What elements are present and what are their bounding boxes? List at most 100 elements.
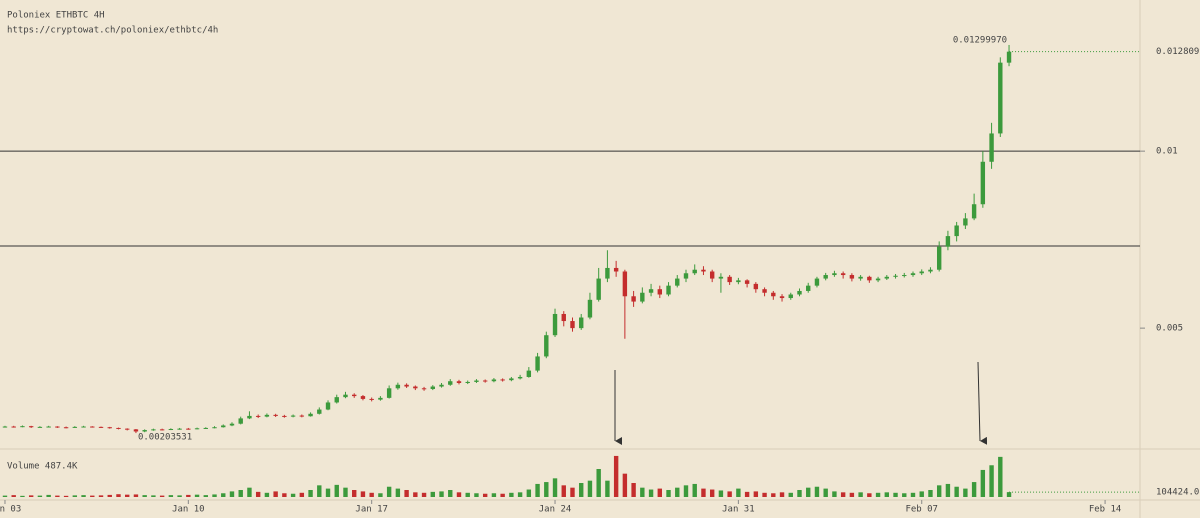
volume-bar (63, 495, 69, 497)
volume-bar (491, 493, 497, 497)
volume-bar (116, 494, 121, 497)
volume-bar (517, 492, 523, 497)
volume-bar (840, 492, 846, 497)
candle-body (194, 428, 200, 430)
volume-bar (386, 486, 392, 497)
volume-bar (910, 492, 916, 497)
candle-body (448, 381, 453, 385)
x-tick-label: Jan 24 (539, 505, 572, 515)
candle-body (552, 313, 558, 336)
volume-bar (561, 485, 566, 497)
volume-bar (465, 492, 470, 497)
volume-bar (884, 492, 890, 497)
volume-bar (701, 488, 706, 497)
volume-bar (945, 483, 951, 497)
volume-bar (648, 489, 654, 497)
candle-body (203, 427, 208, 429)
volume-bar (369, 492, 374, 497)
volume-bar (771, 493, 776, 497)
volume-bar (797, 490, 802, 497)
volume-bar (867, 493, 872, 497)
candle-body (255, 415, 261, 417)
candle-body (125, 428, 130, 430)
candle-body (238, 418, 243, 424)
volume-bar (526, 489, 532, 497)
volume-bar (849, 492, 855, 497)
candle-body (613, 267, 619, 272)
candle-body (867, 276, 872, 281)
candle-body (954, 225, 959, 237)
candle-body (858, 276, 863, 279)
candle-body (212, 427, 217, 429)
candle-body (491, 379, 497, 382)
candle-body (465, 381, 470, 383)
volume-label: Volume 487.4K (7, 462, 78, 472)
volume-bar (622, 473, 628, 497)
volume-bar (806, 487, 811, 497)
candle-body (535, 356, 540, 371)
volume-bar (500, 493, 505, 497)
candle-body (386, 388, 392, 398)
candle-body (744, 280, 750, 284)
volume-bar (20, 495, 25, 497)
volume-bar (290, 493, 296, 497)
volume-bar (360, 491, 366, 497)
x-tick-label: Feb 14 (1089, 505, 1122, 515)
candle-body (90, 426, 95, 428)
candle-body (221, 425, 226, 428)
candle-body (264, 414, 270, 417)
candle-body (116, 427, 121, 429)
volume-bar (579, 483, 584, 497)
candle-body (159, 429, 165, 431)
y-tick-label: 0.01 (1156, 147, 1178, 157)
candle-body (72, 426, 78, 428)
candle-body (439, 384, 444, 387)
candle-body (832, 273, 837, 276)
candle-body (753, 283, 759, 290)
volume-bar (203, 495, 208, 497)
candle-body (718, 276, 724, 279)
x-tick-label: Jan 31 (722, 505, 755, 515)
volume-bar (46, 494, 51, 497)
volume-bar (736, 488, 741, 497)
candle-body (526, 370, 532, 377)
candle-body (2, 426, 8, 428)
volume-bar (98, 495, 104, 497)
volume-bar (832, 491, 837, 497)
volume-bar (989, 465, 994, 497)
candle-body (692, 269, 697, 274)
volume-bar (282, 493, 287, 497)
candle-body (561, 313, 566, 322)
volume-bar (666, 490, 671, 497)
candle-body (919, 271, 924, 274)
candle-body (413, 386, 418, 389)
candle-body (395, 384, 401, 389)
candle-body (762, 289, 767, 293)
candle-body (456, 381, 462, 383)
volume-bar (72, 495, 78, 497)
candle-body (28, 426, 34, 428)
candle-body (806, 285, 811, 291)
last-volume-label: 104424.08 (1156, 488, 1200, 498)
candle-body (229, 423, 235, 426)
volume-bar (936, 485, 942, 497)
candle-body (910, 273, 916, 276)
volume-bar (683, 485, 689, 497)
candle-body (107, 427, 112, 429)
candle-body (500, 379, 505, 381)
volume-bar (963, 488, 968, 497)
candle-body (325, 402, 331, 410)
volume-bar (544, 482, 549, 497)
candle-body (771, 292, 776, 297)
volume-bar (421, 492, 427, 497)
volume-bar (317, 485, 322, 497)
candle-body (273, 414, 278, 416)
volume-bar (727, 491, 732, 497)
volume-bar (81, 495, 86, 497)
volume-bar (194, 494, 200, 497)
candle-body (605, 267, 610, 279)
candle-body (893, 275, 898, 277)
volume-bar (980, 469, 986, 497)
candle-body (596, 278, 601, 300)
